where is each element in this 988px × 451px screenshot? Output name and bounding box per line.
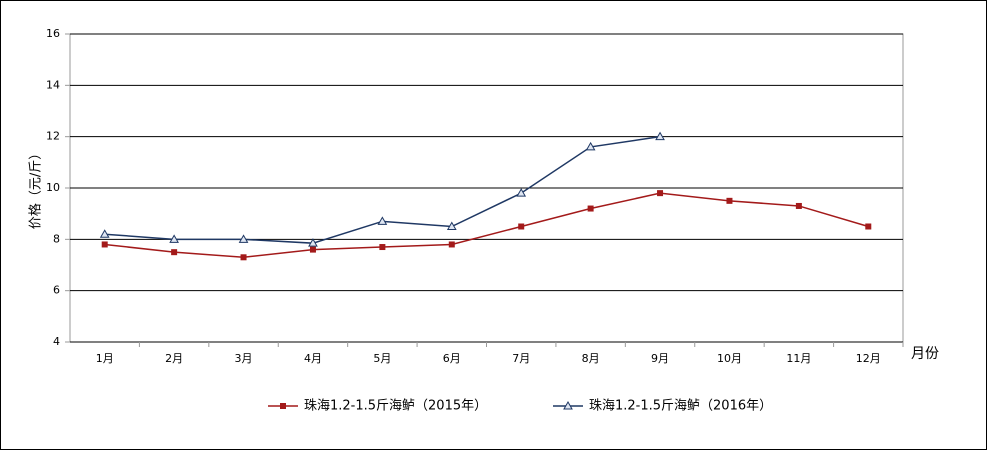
y-axis-label: 价格（元/斤） (28, 147, 44, 229)
point (308, 238, 318, 247)
x-tick-label: 5月 (373, 352, 391, 365)
y-tick-label: 8 (53, 232, 60, 245)
point (448, 241, 455, 248)
x-tick-label: 2月 (165, 352, 183, 365)
x-tick-label: 1月 (96, 352, 114, 365)
x-tick-label: 9月 (651, 352, 669, 365)
point (865, 223, 872, 230)
point (169, 234, 179, 243)
point (99, 229, 110, 238)
series-line (104, 192, 869, 259)
point (377, 216, 388, 225)
point (309, 246, 316, 253)
point (240, 254, 247, 261)
point (657, 190, 664, 197)
y-tick-label: 10 (46, 181, 60, 194)
x-tick-label: 3月 (235, 352, 253, 365)
legend-label: 珠海1.2-1.5斤海鲈（2015年） (304, 399, 487, 414)
legend-marker (280, 403, 286, 409)
point (795, 202, 802, 209)
point (171, 249, 178, 256)
y-tick-label: 12 (46, 130, 60, 143)
x-axis-label: 月份 (911, 346, 939, 362)
y-tick-label: 14 (46, 78, 60, 91)
point (726, 197, 733, 204)
point (446, 221, 457, 230)
legend-marker (563, 400, 573, 410)
legend-label: 珠海1.2-1.5斤海鲈（2016年） (589, 399, 772, 414)
x-tick-label: 11月 (786, 352, 811, 365)
x-tick-label: 7月 (512, 352, 530, 365)
y-tick-label: 4 (53, 335, 60, 348)
point (655, 131, 665, 141)
y-tick-label: 16 (46, 27, 60, 40)
point (101, 241, 108, 248)
x-tick-label: 8月 (582, 352, 600, 365)
point (587, 205, 594, 212)
x-tick-label: 10月 (717, 352, 742, 365)
point (518, 223, 525, 230)
x-tick-label: 12月 (856, 352, 881, 365)
x-tick-label: 6月 (443, 352, 461, 365)
point (516, 188, 527, 197)
x-tick-label: 4月 (304, 352, 322, 365)
point (379, 244, 386, 251)
y-tick-label: 6 (53, 284, 60, 297)
point (585, 141, 596, 151)
point (238, 234, 249, 243)
